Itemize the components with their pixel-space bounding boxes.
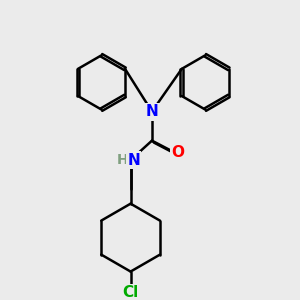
- Text: H: H: [117, 153, 129, 167]
- Text: N: N: [127, 152, 140, 167]
- Text: O: O: [172, 145, 184, 160]
- Text: Cl: Cl: [122, 285, 139, 300]
- Text: N: N: [146, 104, 158, 119]
